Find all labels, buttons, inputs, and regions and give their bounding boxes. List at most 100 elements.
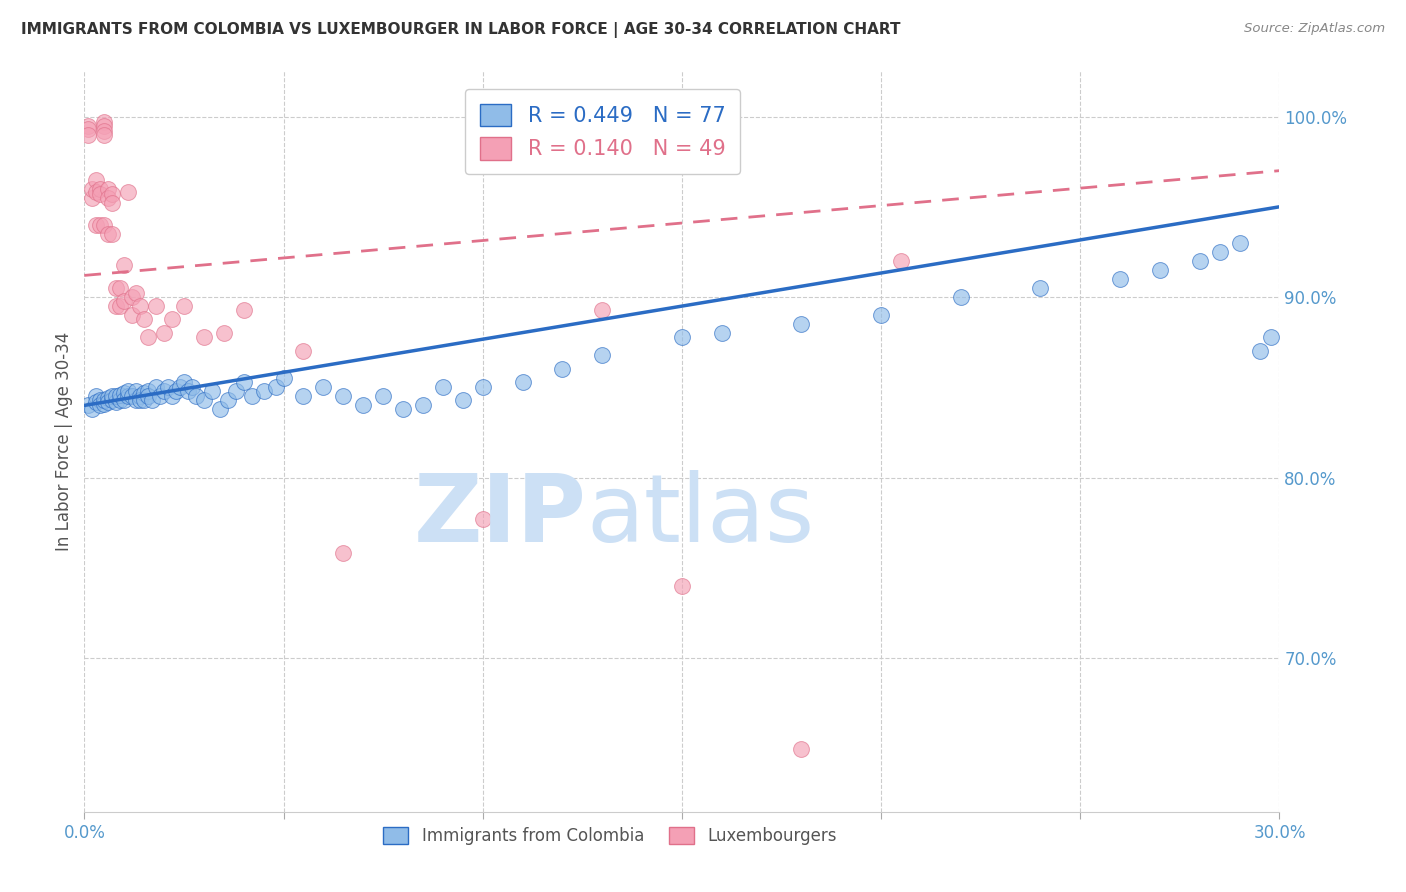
Point: [97, 394, 120, 409]
Point: [1260, 330, 1282, 344]
Point: [117, 384, 139, 398]
Point: [105, 299, 128, 313]
Point: [105, 281, 128, 295]
Point: [591, 302, 613, 317]
Point: [77, 128, 100, 142]
Point: [145, 299, 167, 313]
Point: [97, 191, 120, 205]
Text: IMMIGRANTS FROM COLOMBIA VS LUXEMBOURGER IN LABOR FORCE | AGE 30-34 CORRELATION : IMMIGRANTS FROM COLOMBIA VS LUXEMBOURGER…: [21, 22, 901, 38]
Point: [392, 402, 415, 417]
Point: [93, 396, 115, 410]
Point: [790, 317, 813, 331]
Point: [121, 290, 143, 304]
Point: [232, 375, 254, 389]
Point: [77, 119, 100, 133]
Point: [173, 375, 195, 389]
Point: [77, 122, 100, 136]
Point: [132, 385, 156, 400]
Point: [671, 579, 693, 593]
Point: [129, 392, 152, 407]
Point: [312, 380, 335, 394]
Point: [264, 380, 287, 394]
Point: [1149, 263, 1171, 277]
Point: [132, 311, 156, 326]
Point: [273, 371, 295, 385]
Point: [86, 218, 108, 232]
Point: [86, 186, 108, 200]
Point: [352, 399, 374, 413]
Point: [97, 182, 120, 196]
Point: [208, 402, 231, 417]
Point: [89, 187, 111, 202]
Point: [153, 326, 176, 341]
Point: [177, 384, 200, 398]
Point: [121, 308, 143, 322]
Point: [160, 389, 183, 403]
Point: [217, 392, 239, 407]
Point: [1209, 244, 1232, 259]
Point: [112, 258, 135, 272]
Text: atlas: atlas: [586, 469, 814, 562]
Point: [86, 389, 108, 403]
Point: [136, 389, 159, 403]
Point: [225, 384, 247, 398]
Point: [132, 392, 156, 407]
Point: [471, 380, 494, 394]
Legend: Immigrants from Colombia, Luxembourgers: Immigrants from Colombia, Luxembourgers: [374, 817, 846, 855]
Point: [591, 348, 613, 362]
Point: [110, 281, 132, 295]
Point: [117, 389, 139, 403]
Point: [112, 392, 135, 407]
Point: [101, 392, 124, 407]
Point: [110, 387, 132, 401]
Point: [292, 389, 315, 403]
Point: [89, 392, 111, 407]
Point: [121, 389, 143, 403]
Point: [160, 311, 183, 326]
Point: [112, 293, 135, 308]
Point: [105, 394, 128, 409]
Point: [1229, 235, 1251, 250]
Text: Source: ZipAtlas.com: Source: ZipAtlas.com: [1244, 22, 1385, 36]
Point: [86, 394, 108, 409]
Point: [101, 389, 124, 403]
Point: [93, 128, 115, 142]
Point: [97, 391, 120, 405]
Point: [193, 392, 215, 407]
Point: [181, 380, 204, 394]
Point: [432, 380, 454, 394]
Point: [93, 124, 115, 138]
Point: [141, 392, 163, 407]
Point: [1109, 272, 1132, 286]
Point: [82, 182, 104, 196]
Point: [471, 512, 494, 526]
Point: [101, 187, 124, 202]
Text: ZIP: ZIP: [413, 469, 586, 562]
Point: [110, 392, 132, 407]
Point: [790, 741, 813, 756]
Point: [125, 286, 148, 301]
Point: [240, 389, 263, 403]
Point: [89, 399, 111, 413]
Point: [173, 299, 195, 313]
Point: [82, 191, 104, 205]
Point: [671, 330, 693, 344]
Point: [292, 344, 315, 359]
Point: [232, 302, 254, 317]
Point: [136, 330, 159, 344]
Point: [117, 186, 139, 200]
Point: [1188, 254, 1211, 268]
Point: [112, 385, 135, 400]
Point: [149, 389, 172, 403]
Point: [125, 392, 148, 407]
Point: [710, 326, 733, 341]
Point: [77, 399, 100, 413]
Point: [165, 384, 187, 398]
Point: [1249, 344, 1271, 359]
Point: [93, 119, 115, 133]
Point: [97, 227, 120, 241]
Point: [89, 218, 111, 232]
Point: [129, 389, 152, 403]
Point: [93, 392, 115, 407]
Point: [253, 384, 276, 398]
